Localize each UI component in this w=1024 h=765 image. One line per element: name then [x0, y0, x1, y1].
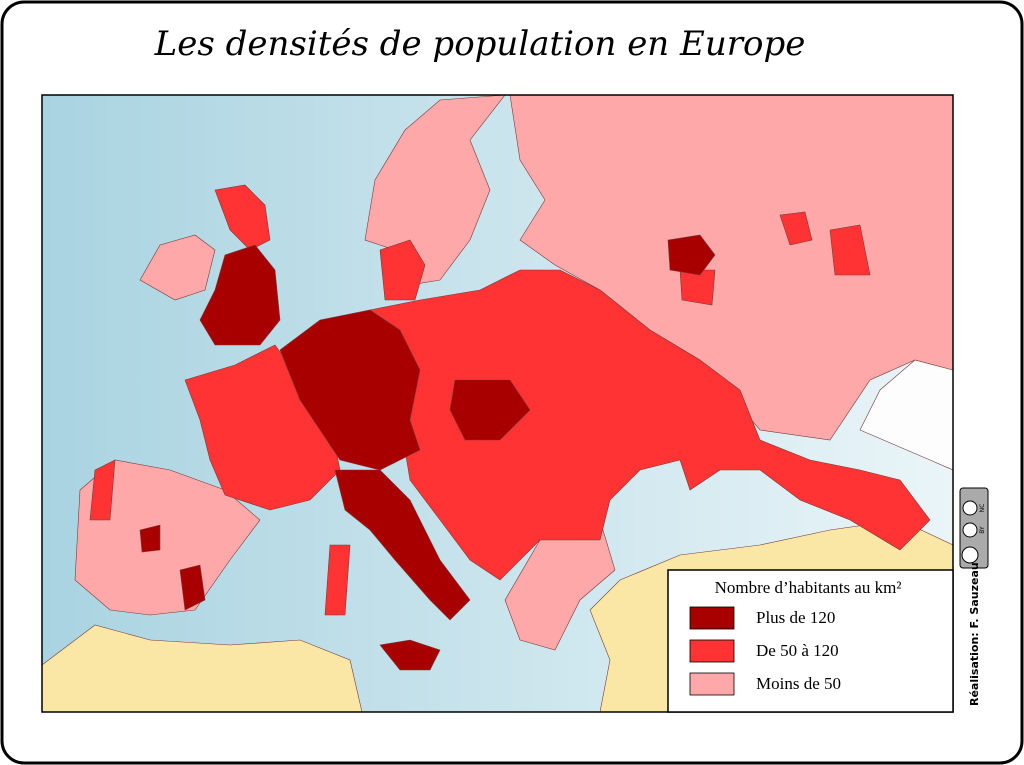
region: [74, 459, 261, 616]
region: [379, 239, 426, 301]
africa: [42, 624, 363, 712]
region: [334, 469, 471, 621]
region: [369, 269, 931, 581]
caspian: [859, 359, 953, 471]
badge-icon: [962, 500, 978, 516]
region: [179, 564, 206, 611]
legend-swatch: [689, 639, 735, 663]
region: [324, 544, 351, 616]
badge-label: NC: [979, 504, 986, 513]
region: [779, 211, 813, 246]
legend: Nombre d’habitants au km² Plus de 120 De …: [667, 569, 954, 713]
map-title: Les densités de population en Europe: [154, 24, 806, 64]
legend-label: De 50 à 120: [756, 641, 839, 660]
region: [279, 309, 421, 471]
license-badge: BY NC: [959, 487, 989, 569]
region: [214, 184, 271, 251]
legend-swatch: [689, 672, 735, 696]
badge-icon: [962, 522, 978, 538]
region: [679, 269, 716, 306]
region: [667, 234, 716, 276]
region: [89, 459, 116, 521]
region: [449, 379, 531, 441]
region: [199, 244, 281, 346]
legend-swatch: [689, 606, 735, 630]
region: [829, 224, 871, 276]
badge-label: BY: [979, 526, 986, 534]
credit: Réalisation: F. Sauzeau: [968, 562, 981, 706]
region: [139, 234, 216, 301]
map-border: [41, 94, 954, 713]
legend-label: Plus de 120: [756, 608, 835, 627]
badge-icon: [961, 546, 979, 564]
region: [379, 639, 441, 671]
legend-label: Moins de 50: [756, 674, 841, 693]
map: [42, 95, 953, 712]
region: [139, 524, 161, 553]
legend-title: Nombre d’habitants au km²: [715, 578, 902, 597]
